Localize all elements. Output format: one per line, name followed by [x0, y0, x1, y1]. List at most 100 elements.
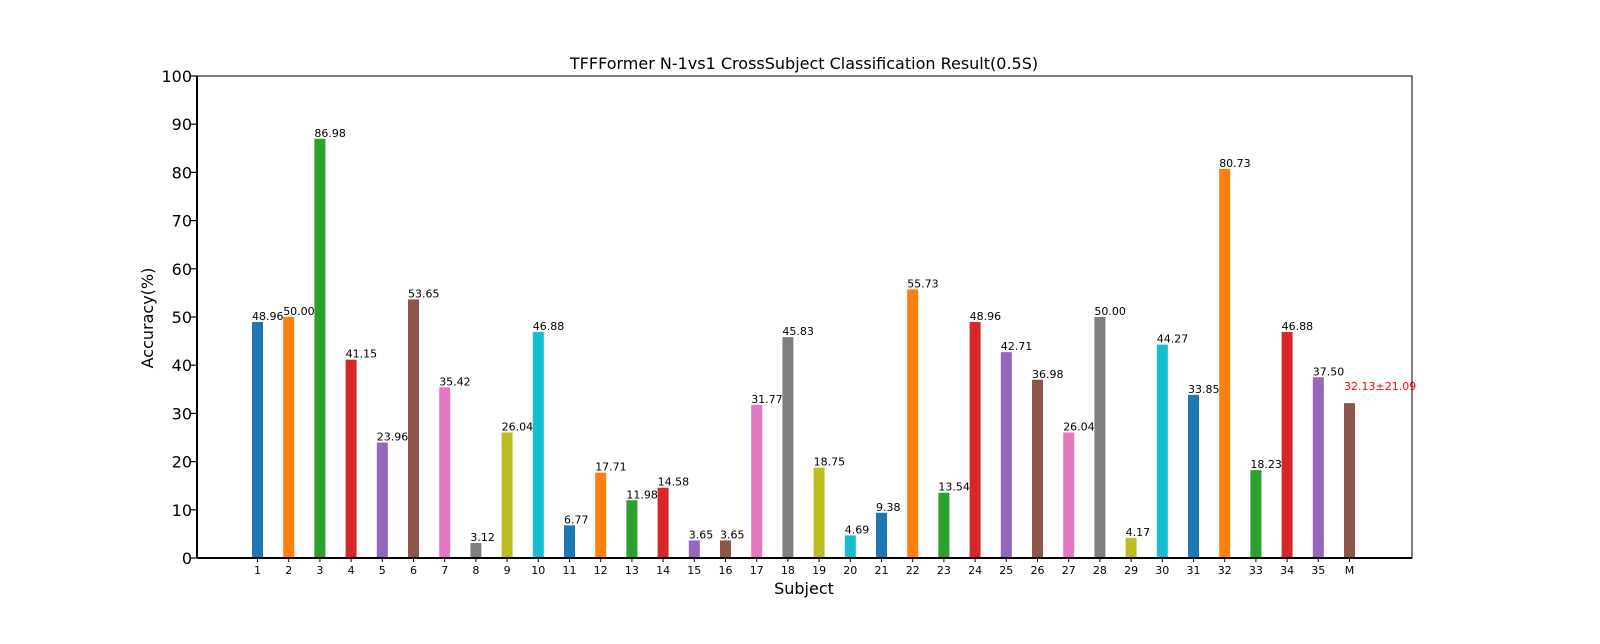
data-label-29: 4.17	[1126, 526, 1151, 539]
x-tick-label-3: 3	[316, 564, 323, 577]
data-label-22: 55.73	[907, 277, 939, 290]
data-label-33: 18.23	[1250, 458, 1282, 471]
x-tick-label-4: 4	[348, 564, 355, 577]
y-tick-label-20: 20	[172, 453, 192, 472]
x-tick-label-13: 13	[625, 564, 639, 577]
x-tick-label-18: 18	[781, 564, 795, 577]
y-tick-label-100: 100	[161, 67, 192, 86]
x-tick-label-28: 28	[1093, 564, 1107, 577]
x-tick-label-1: 1	[254, 564, 261, 577]
x-tick-label-24: 24	[968, 564, 982, 577]
bar-10	[532, 332, 544, 558]
x-tick-label-12: 12	[594, 564, 608, 577]
plot-area: 48.96 50.0086.9841.1523.9653.6535.423.122…	[161, 67, 1416, 577]
x-tick-label-34: 34	[1280, 564, 1294, 577]
x-tick-label-23: 23	[937, 564, 951, 577]
data-label-28: 50.00	[1094, 305, 1126, 318]
bar-21	[876, 512, 887, 558]
data-label-10: 46.88	[533, 320, 565, 333]
y-tick-label-0: 0	[182, 549, 192, 568]
x-tick-label-10: 10	[531, 564, 545, 577]
x-tick-label-7: 7	[441, 564, 448, 577]
y-tick-label-40: 40	[172, 356, 192, 375]
data-label-16: 3.65	[720, 528, 745, 541]
x-tick-label-31: 31	[1187, 564, 1201, 577]
bar-17	[751, 404, 763, 558]
y-tick-label-50: 50	[172, 308, 192, 327]
bar-M	[1344, 403, 1355, 558]
chart-title: TFFFormer N-1vs1 CrossSubject Classifica…	[569, 54, 1038, 73]
data-label-4: 41.15	[346, 348, 378, 361]
bar-23	[938, 492, 950, 558]
data-label-5: 23.96	[377, 431, 409, 444]
data-label-6: 53.65	[408, 287, 440, 300]
bar-25	[1000, 352, 1012, 558]
x-tick-label-32: 32	[1218, 564, 1232, 577]
data-label-15: 3.65	[689, 528, 714, 541]
bar-35	[1312, 377, 1324, 558]
y-tick-label-80: 80	[172, 163, 192, 182]
x-tick-label-9: 9	[504, 564, 511, 577]
data-label-30: 44.27	[1157, 333, 1189, 346]
data-label-13: 11.98	[626, 488, 658, 501]
data-label-32: 80.73	[1219, 157, 1251, 170]
bar-15	[688, 540, 700, 558]
bar-22	[907, 289, 919, 558]
data-label-19: 18.75	[814, 456, 846, 469]
bar-33	[1250, 470, 1262, 558]
bar-18	[782, 337, 794, 558]
y-tick-label-10: 10	[172, 501, 192, 520]
bar-14	[657, 487, 669, 558]
x-tick-label-16: 16	[719, 564, 733, 577]
bar-30	[1156, 344, 1168, 558]
x-tick-label-19: 19	[812, 564, 826, 577]
data-label-34: 46.88	[1282, 320, 1314, 333]
bar-31	[1188, 394, 1199, 558]
data-label-21: 9.38	[876, 501, 901, 514]
bar-8	[470, 542, 482, 558]
x-tick-label-33: 33	[1249, 564, 1263, 577]
data-label-2: 50.00	[283, 305, 315, 318]
data-label-20: 4.69	[845, 523, 870, 536]
data-label-18: 45.83	[782, 325, 814, 338]
data-label-11: 6.77	[564, 513, 589, 526]
bar-3	[314, 138, 326, 558]
bar-27	[1063, 432, 1075, 558]
x-tick-label-6: 6	[410, 564, 417, 577]
bar-11	[564, 525, 575, 558]
bar-5	[376, 442, 388, 558]
bar-29	[1125, 537, 1137, 558]
bar-9	[501, 432, 513, 558]
x-tick-label-22: 22	[906, 564, 920, 577]
data-label-12: 17.71	[595, 461, 627, 474]
data-label-M: 32.13±21.09	[1344, 380, 1416, 393]
data-label-35: 37.50	[1313, 365, 1345, 378]
bar-1	[252, 322, 263, 558]
bar-20	[844, 535, 856, 558]
x-tick-label-2: 2	[285, 564, 292, 577]
x-tick-label-11: 11	[563, 564, 577, 577]
data-label-31: 33.85	[1188, 383, 1220, 396]
bar-26	[1032, 379, 1043, 558]
bar-7	[439, 387, 451, 558]
bar-24	[969, 322, 981, 558]
bar-6	[408, 299, 419, 558]
y-axis-label: Accuracy(%)	[138, 268, 157, 369]
data-label-8: 3.12	[470, 531, 495, 544]
x-tick-label-17: 17	[750, 564, 764, 577]
x-tick-label-14: 14	[656, 564, 670, 577]
x-tick-label-26: 26	[1031, 564, 1045, 577]
y-tick-label-60: 60	[172, 260, 192, 279]
data-label-25: 42.71	[1001, 340, 1033, 353]
data-label-9: 26.04	[502, 420, 533, 433]
data-label-27: 26.04	[1063, 420, 1095, 433]
data-label-26: 36.98	[1032, 368, 1064, 381]
bar-19	[813, 467, 825, 559]
x-tick-label-30: 30	[1155, 564, 1169, 577]
bar-34	[1281, 332, 1293, 558]
x-tick-label-25: 25	[999, 564, 1013, 577]
x-tick-label-15: 15	[687, 564, 701, 577]
data-label-7: 35.42	[439, 375, 471, 388]
